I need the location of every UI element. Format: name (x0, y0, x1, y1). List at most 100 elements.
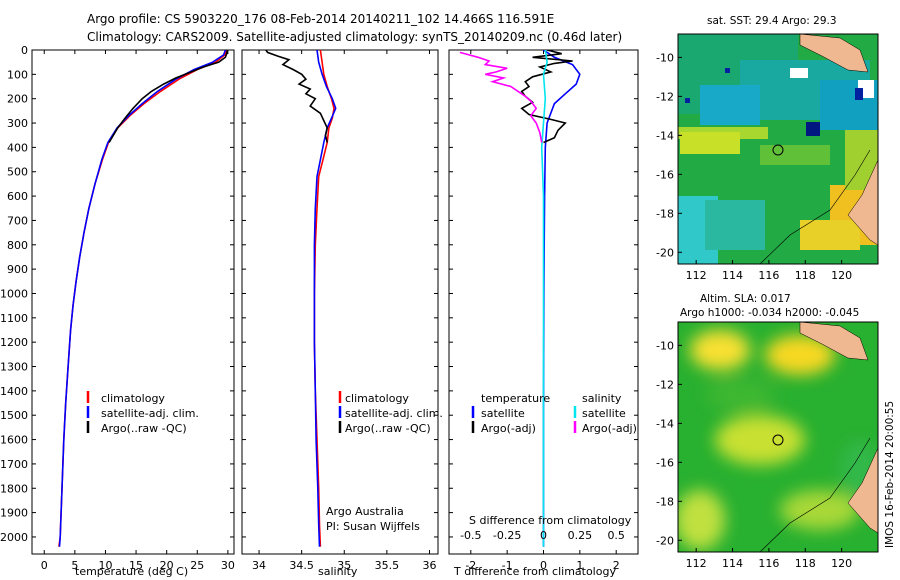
map-x-tick-label: 118 (795, 269, 816, 282)
map-x-tick-label: 112 (686, 557, 707, 570)
depth-tick-label: 1900 (0, 507, 28, 520)
sst-map-frame (677, 33, 879, 265)
sst-cold-spot (685, 98, 690, 103)
difference-legend: temperature salinity satellite Argo(-adj… (471, 392, 637, 435)
sst-cold-spot (885, 150, 890, 155)
sla-map-field (678, 322, 878, 552)
map-y-tick-label: -12 (656, 378, 674, 391)
salinity-xlabel: salinity (318, 565, 358, 578)
map-y-tick-label: -18 (656, 495, 674, 508)
map-x-tick-label: 120 (831, 557, 852, 570)
depth-tick-label: 400 (7, 141, 28, 154)
map-y-tick-label: -20 (656, 246, 674, 259)
map-x-tick-label: 120 (831, 269, 852, 282)
sst-map-axes: 112 114 116 118 120 -10 -12 -14 -16 -18 -20 (656, 51, 852, 282)
temperature-legend: climatology satellite-adj. clim. Argo(..… (86, 391, 199, 435)
s-tick-label: 0.5 (607, 529, 625, 542)
depth-tick-label: 1600 (0, 434, 28, 447)
depth-tick-label: 1500 (0, 409, 28, 422)
sst-patch (705, 200, 765, 250)
sst-cloud-mask (790, 68, 808, 78)
sla-blob (690, 330, 750, 370)
sla-map-title2: Argo h1000: -0.034 h2000: -0.045 (680, 307, 859, 319)
sla-blob (765, 335, 835, 375)
sla-map: Altim. SLA: 0.017 Argo h1000: -0.034 h20… (656, 293, 879, 570)
legend-label-climatology: climatology (101, 392, 165, 405)
map-y-tick-label: -16 (656, 456, 674, 469)
legend-header-salinity: salinity (582, 392, 622, 405)
sst-patch (700, 85, 760, 125)
legend-label-climatology: climatology (345, 392, 409, 405)
sst-patch (680, 132, 740, 154)
difference-lines (459, 50, 581, 547)
depth-tick-label: 300 (7, 117, 28, 130)
legend-label-s-argo: Argo(-adj) (582, 422, 637, 435)
series-line-t-argo (520, 50, 573, 144)
x-tick-label: 0 (540, 559, 547, 572)
temperature-lines (58, 50, 229, 547)
depth-tick-label: 1700 (0, 458, 28, 471)
map-y-tick-label: -18 (656, 207, 674, 220)
temperature-xlabel: temperature (deg C) (75, 565, 188, 578)
x-tick-label: 36 (422, 559, 436, 572)
series-line-s-argo (459, 51, 543, 143)
argo-position-marker (772, 434, 784, 446)
x-tick-label: 20 (160, 559, 174, 572)
t-difference-label: T difference from climatology (453, 565, 616, 578)
depth-tick-label: 0 (21, 44, 28, 57)
difference-panel: -2 -1 0 1 2 S difference from climatology -0… (448, 49, 639, 578)
depth-axis: 0 100 200 300 400 500 600 700 800 900 1000 1100 1200… (0, 44, 234, 544)
x-tick-label: 34 (252, 559, 266, 572)
x-tick-label: 0 (41, 559, 48, 572)
shelf-contour (759, 437, 871, 552)
map-x-tick-label: 116 (758, 269, 779, 282)
depth-tick-label: 1800 (0, 482, 28, 495)
depth-tick-label: 900 (7, 263, 28, 276)
x-tick-label: -1 (502, 559, 513, 572)
temperature-x-axis: 0 5 10 15 20 25 30 (41, 50, 235, 572)
x-tick-label: 35 (337, 559, 351, 572)
shelf-contour (759, 149, 871, 264)
depth-tick-label: 500 (7, 166, 28, 179)
map-y-tick-label: -14 (656, 417, 674, 430)
difference-y-ticks (449, 49, 638, 538)
land-mass (847, 159, 878, 246)
s-tick-label: 0 (540, 529, 547, 542)
salinity-x-axis: 34 34.5 35 35.5 36 (252, 50, 436, 572)
x-tick-label: 2 (613, 559, 620, 572)
map-y-tick-label: -12 (656, 90, 674, 103)
sst-patch (760, 145, 830, 165)
temperature-axes-frame (31, 49, 235, 555)
sla-blob (780, 490, 860, 530)
series-line-climatology (58, 50, 228, 547)
timestamp: IMOS 16-Feb-2014 20:00:55 (884, 401, 896, 548)
legend-label-satellite: satellite-adj. clim. (345, 407, 443, 420)
depth-tick-label: 100 (7, 68, 28, 81)
map-x-tick-label: 114 (722, 557, 743, 570)
temperature-panel: 0100200300400500600700800900100011001200… (0, 44, 235, 578)
sst-map-title: sat. SST: 29.4 Argo: 29.3 (707, 15, 837, 27)
sst-map: sat. SST: 29.4 Argo: 29.3 (656, 15, 890, 282)
legend-label-argo: Argo(..raw -QC) (345, 422, 431, 435)
header-line2: Climatology: CARS2009. Satellite-adjuste… (87, 30, 622, 44)
map-x-tick-label: 114 (722, 269, 743, 282)
sla-map-frame (677, 321, 879, 553)
salinity-legend: climatology satellite-adj. clim. Argo(..… (338, 391, 443, 435)
salinity-panel: 34 34.5 35 35.5 36 salinity climatology sate… (241, 49, 443, 578)
legend-label-s-satellite: satellite (582, 407, 626, 420)
land-mass (799, 34, 869, 73)
x-tick-label: 35.5 (375, 559, 400, 572)
map-x-tick-label: 116 (758, 557, 779, 570)
x-tick-label: 30 (221, 559, 235, 572)
x-tick-label: 1 (576, 559, 583, 572)
s-tick-label: -0.5 (460, 529, 481, 542)
salinity-lines (265, 50, 337, 547)
legend-label-argo: Argo(..raw -QC) (101, 422, 187, 435)
sst-cold-spot (855, 88, 863, 100)
x-tick-label: -2 (465, 559, 476, 572)
map-y-tick-label: -20 (656, 534, 674, 547)
legend-label-t-argo: Argo(-adj) (481, 422, 536, 435)
s-difference-label: S difference from climatology (469, 514, 632, 527)
sst-cold-spot (725, 68, 730, 73)
